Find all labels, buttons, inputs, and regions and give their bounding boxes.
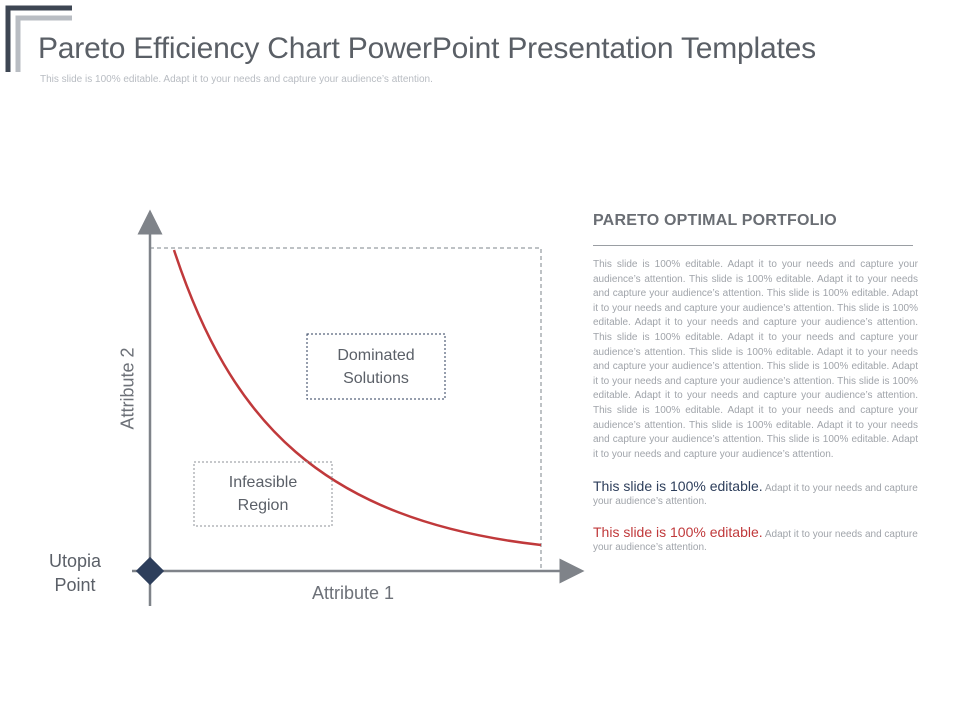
y-axis-label: Attribute 2 [117,347,138,430]
note-blue-rest: Adapt it to your needs and capture your … [593,483,918,508]
portfolio-panel: PARETO OPTIMAL PORTFOLIO This slide is 1… [593,212,918,554]
dominated-solutions-text: Dominated Solutions [337,346,415,387]
page-subtitle: This slide is 100% editable. Adapt it to… [40,74,433,85]
note-red: This slide is 100% editable. Adapt it to… [593,524,918,554]
utopia-point-label: Utopia Point [48,551,102,595]
panel-body-text: This slide is 100% editable. Adapt it to… [593,259,918,460]
note-red-highlight: This slide is 100% editable. [593,524,763,541]
corner-bracket-decoration [5,5,72,72]
utopia-point-marker [135,556,165,586]
infeasible-region-box [193,461,333,527]
infeasible-region-label: Infeasible Region [194,462,332,526]
dominated-solutions-box [306,333,446,400]
dominated-solutions-label: Dominated Solutions [307,334,445,399]
page-title: Pareto Efficiency Chart PowerPoint Prese… [38,32,816,65]
note-red-rest: Adapt it to your needs and capture your … [593,529,918,554]
pareto-front-curve [172,249,542,547]
note-blue-highlight: This slide is 100% editable. [593,478,763,495]
x-axis-label: Attribute 1 [312,583,395,603]
note-blue: This slide is 100% editable. Adapt it to… [593,478,918,508]
infeasible-region-text: Infeasible Region [228,474,298,514]
panel-heading: PARETO OPTIMAL PORTFOLIO [593,212,837,229]
panel-divider [593,245,913,246]
